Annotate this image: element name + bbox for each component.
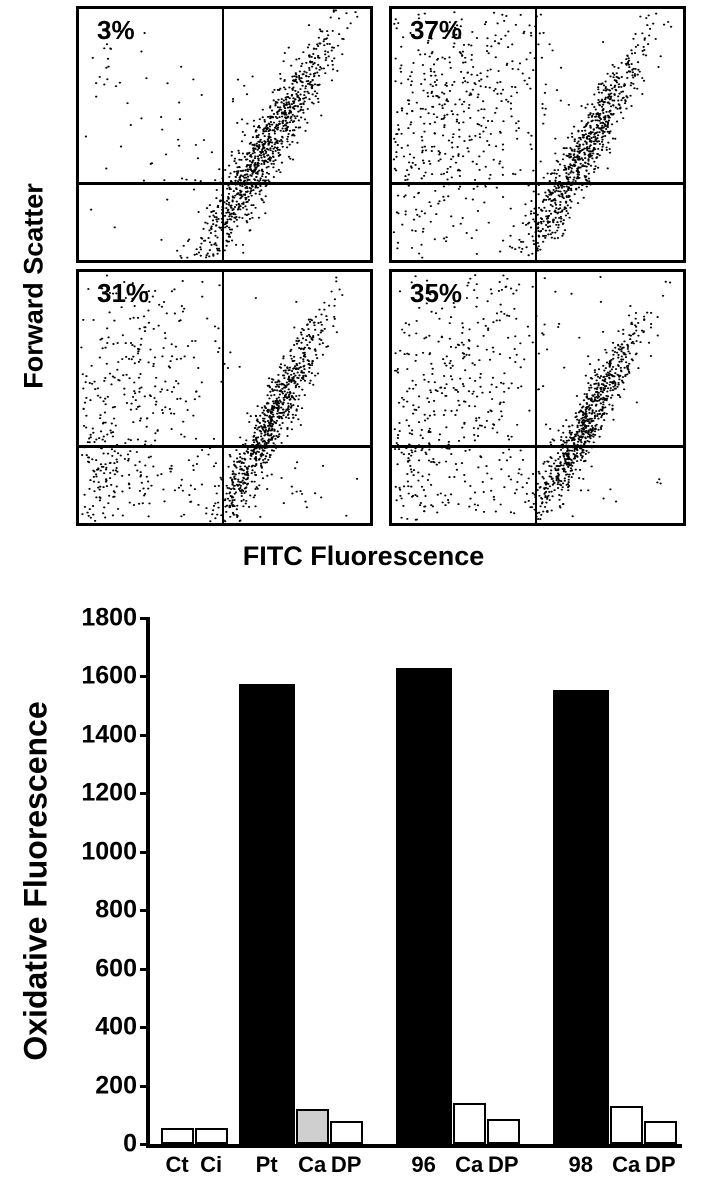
y-tick-label: 1000 <box>81 837 137 866</box>
bar <box>453 1103 486 1144</box>
y-tick-label: 400 <box>95 1013 137 1042</box>
scatter-points <box>79 272 370 523</box>
scatter-points <box>392 272 683 523</box>
scatter-panel: 35% <box>389 269 686 526</box>
scatter-panel: 37% <box>389 6 686 263</box>
panel-corner-label: 3% <box>97 15 135 46</box>
x-category-label: DP <box>331 1152 362 1178</box>
panel-corner-label: 35% <box>410 278 462 309</box>
bar <box>396 668 452 1144</box>
bar-y-axis-label: Oxidative Fluorescence <box>18 701 55 1060</box>
y-tick <box>140 1026 150 1029</box>
x-category-label: Ca <box>298 1152 326 1178</box>
x-category-label: Ct <box>166 1152 189 1178</box>
figure-root: Forward Scatter FITC Fluorescence 3%37%3… <box>0 0 726 1199</box>
y-tick <box>140 1085 150 1088</box>
y-tick <box>140 1143 150 1146</box>
y-tick <box>140 792 150 795</box>
x-category-label: Ca <box>455 1152 483 1178</box>
x-category-label: Ci <box>200 1152 222 1178</box>
y-tick-label: 1400 <box>81 720 137 749</box>
bar <box>161 1128 194 1144</box>
scatter-panels-grid: 3% 37% 31% 35% <box>76 6 686 526</box>
y-tick-label: 800 <box>95 896 137 925</box>
bar <box>553 690 609 1144</box>
y-tick-label: 200 <box>95 1071 137 1100</box>
panel-corner-label: 31% <box>97 278 149 309</box>
scatter-points <box>79 9 370 260</box>
scatter-panel: 31% <box>76 269 373 526</box>
y-tick-label: 0 <box>123 1130 137 1159</box>
y-tick <box>140 968 150 971</box>
y-tick <box>140 851 150 854</box>
bar <box>487 1119 520 1144</box>
scatter-y-axis-label: Forward Scatter <box>19 183 50 389</box>
x-category-label: DP <box>488 1152 519 1178</box>
bar-plot-area: 020040060080010001200140016001800CtCiPtC… <box>146 618 682 1148</box>
y-tick <box>140 675 150 678</box>
scatter-x-axis-label: FITC Fluorescence <box>243 541 485 572</box>
panel-corner-label: 37% <box>410 15 462 46</box>
x-category-label: Ca <box>612 1152 640 1178</box>
y-tick <box>140 734 150 737</box>
y-tick-label: 1200 <box>81 779 137 808</box>
x-category-label: 96 <box>411 1152 435 1178</box>
scatter-region: Forward Scatter FITC Fluorescence 3%37%3… <box>36 6 691 566</box>
bar <box>296 1109 329 1144</box>
scatter-panel: 3% <box>76 6 373 263</box>
bar <box>610 1106 643 1144</box>
bar <box>239 684 295 1144</box>
y-tick-label: 600 <box>95 954 137 983</box>
bar <box>330 1121 363 1144</box>
bars-container <box>150 618 682 1144</box>
y-tick-label: 1800 <box>81 604 137 633</box>
x-category-label: DP <box>645 1152 676 1178</box>
scatter-points <box>392 9 683 260</box>
bar <box>644 1121 677 1144</box>
bar <box>195 1128 228 1144</box>
y-tick <box>140 909 150 912</box>
x-category-label: Pt <box>256 1152 278 1178</box>
x-category-label: 98 <box>568 1152 592 1178</box>
y-tick-label: 1600 <box>81 662 137 691</box>
bar-region: Oxidative Fluorescence 02004006008001000… <box>34 616 692 1186</box>
y-tick <box>140 617 150 620</box>
